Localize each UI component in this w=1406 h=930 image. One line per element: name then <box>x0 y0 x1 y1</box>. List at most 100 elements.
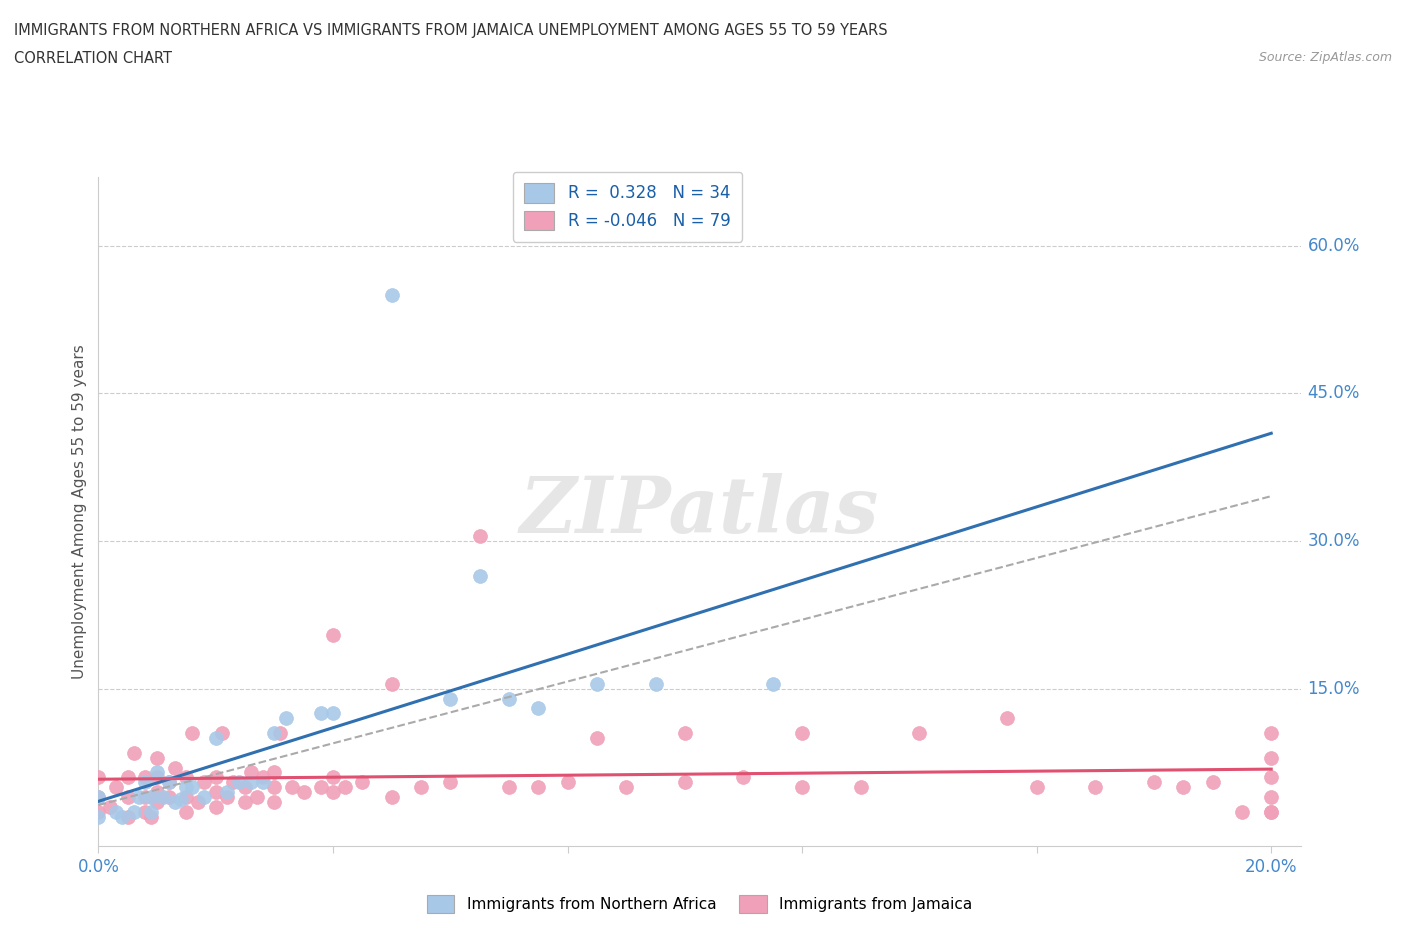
Point <box>468 568 491 583</box>
Point <box>228 775 250 790</box>
Point <box>673 725 696 740</box>
Point <box>733 770 755 785</box>
Point <box>614 779 637 794</box>
Point <box>557 775 579 790</box>
Point <box>181 725 204 740</box>
Point <box>1260 770 1282 785</box>
Point <box>152 790 174 804</box>
Point <box>1230 804 1253 819</box>
Point <box>263 779 285 794</box>
Point <box>204 731 226 746</box>
Point <box>1260 804 1282 819</box>
Point <box>105 779 128 794</box>
Point <box>1084 779 1107 794</box>
Point <box>181 779 204 794</box>
Point <box>292 785 315 800</box>
Point <box>222 775 245 790</box>
Point <box>157 775 180 790</box>
Point <box>217 790 239 804</box>
Point <box>217 785 239 800</box>
Point <box>281 779 304 794</box>
Point <box>117 809 139 824</box>
Point <box>204 770 226 785</box>
Point <box>1260 725 1282 740</box>
Point <box>98 800 121 815</box>
Point <box>468 528 491 543</box>
Point <box>134 770 156 785</box>
Point <box>263 725 285 740</box>
Point <box>134 775 156 790</box>
Point <box>87 790 110 804</box>
Point <box>1143 775 1166 790</box>
Point <box>146 785 169 800</box>
Point <box>211 725 233 740</box>
Point <box>239 765 262 780</box>
Point <box>381 790 404 804</box>
Point <box>263 794 285 809</box>
Point <box>908 725 931 740</box>
Point <box>187 794 209 809</box>
Point <box>128 790 150 804</box>
Point <box>995 711 1018 725</box>
Point <box>157 790 180 804</box>
Text: IMMIGRANTS FROM NORTHERN AFRICA VS IMMIGRANTS FROM JAMAICA UNEMPLOYMENT AMONG AG: IMMIGRANTS FROM NORTHERN AFRICA VS IMMIG… <box>14 23 887 38</box>
Point <box>849 779 872 794</box>
Point <box>309 779 332 794</box>
Point <box>1260 804 1282 819</box>
Point <box>176 790 198 804</box>
Point <box>322 785 344 800</box>
Point <box>333 779 356 794</box>
Point <box>527 779 550 794</box>
Point <box>673 775 696 790</box>
Point <box>146 765 169 780</box>
Point <box>1173 779 1195 794</box>
Point <box>233 779 256 794</box>
Point <box>146 770 169 785</box>
Point <box>146 794 169 809</box>
Point <box>87 790 110 804</box>
Point <box>117 790 139 804</box>
Point <box>122 804 145 819</box>
Point <box>1260 790 1282 804</box>
Text: Source: ZipAtlas.com: Source: ZipAtlas.com <box>1258 51 1392 64</box>
Y-axis label: Unemployment Among Ages 55 to 59 years: Unemployment Among Ages 55 to 59 years <box>72 344 87 679</box>
Point <box>204 785 226 800</box>
Point <box>122 745 145 760</box>
Point <box>141 790 163 804</box>
Point <box>263 765 285 780</box>
Point <box>176 779 198 794</box>
Point <box>498 779 520 794</box>
Point <box>163 760 186 775</box>
Point <box>233 794 256 809</box>
Point <box>146 751 169 765</box>
Point <box>169 791 191 806</box>
Point <box>586 676 609 691</box>
Point <box>381 287 404 302</box>
Point <box>352 775 374 790</box>
Point <box>111 809 134 824</box>
Point <box>157 775 180 790</box>
Point <box>1260 751 1282 765</box>
Point <box>134 804 156 819</box>
Text: 60.0%: 60.0% <box>1308 236 1360 255</box>
Point <box>246 790 269 804</box>
Point <box>586 731 609 746</box>
Point <box>762 676 785 691</box>
Point <box>204 800 226 815</box>
Point <box>176 804 198 819</box>
Point <box>322 706 344 721</box>
Point <box>87 804 110 819</box>
Point <box>193 775 215 790</box>
Point <box>309 706 332 721</box>
Point <box>117 770 139 785</box>
Point <box>141 804 163 819</box>
Point <box>322 627 344 642</box>
Text: ZIPatlas: ZIPatlas <box>520 473 879 550</box>
Point <box>239 775 262 790</box>
Point <box>163 794 186 809</box>
Point <box>644 676 666 691</box>
Text: 45.0%: 45.0% <box>1308 384 1360 403</box>
Point <box>790 779 813 794</box>
Point <box>498 691 520 706</box>
Point <box>87 809 110 824</box>
